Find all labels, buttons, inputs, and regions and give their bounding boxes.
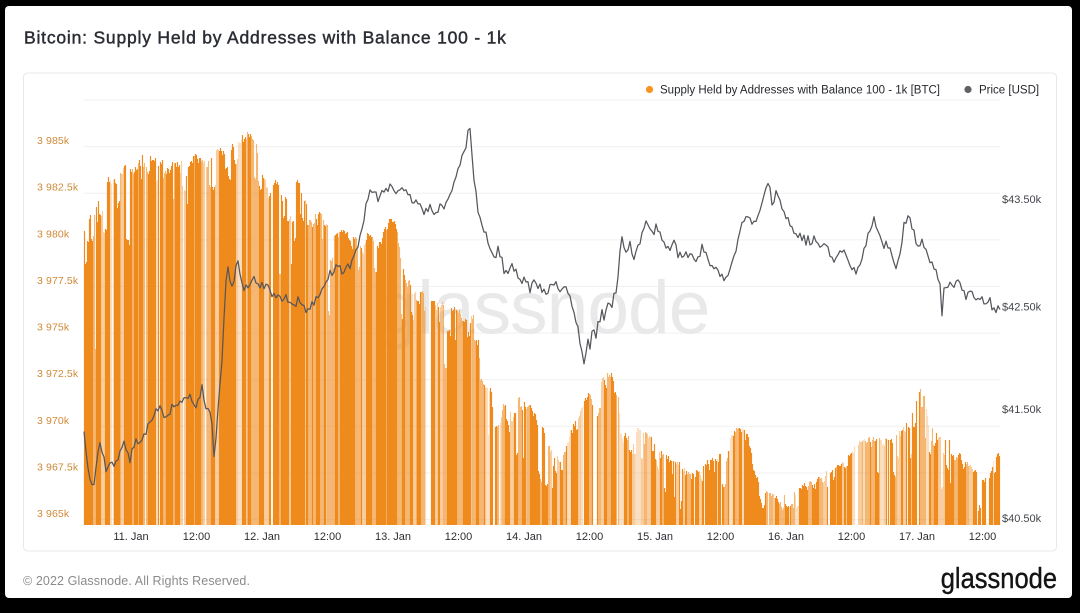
svg-text:12:00: 12:00 [314, 531, 342, 543]
svg-text:17. Jan: 17. Jan [899, 531, 935, 543]
svg-text:3 965k: 3 965k [37, 508, 70, 520]
svg-text:Bitcoin: Supply Held by Addres: Bitcoin: Supply Held by Addresses with B… [24, 28, 507, 48]
svg-text:14. Jan: 14. Jan [506, 531, 542, 543]
svg-text:$43.50k: $43.50k [1002, 194, 1042, 206]
svg-text:13. Jan: 13. Jan [375, 531, 411, 543]
svg-text:3 977.5k: 3 977.5k [37, 275, 79, 287]
svg-text:12:00: 12:00 [445, 531, 473, 543]
svg-text:15. Jan: 15. Jan [637, 531, 673, 543]
svg-text:glassnode: glassnode [941, 561, 1057, 594]
svg-text:3 980k: 3 980k [37, 228, 70, 240]
svg-text:3 967.5k: 3 967.5k [37, 462, 79, 474]
svg-text:© 2022 Glassnode. All Rights R: © 2022 Glassnode. All Rights Reserved. [23, 574, 250, 588]
svg-text:12. Jan: 12. Jan [244, 531, 280, 543]
svg-text:12:00: 12:00 [969, 531, 997, 543]
svg-text:11. Jan: 11. Jan [113, 531, 148, 543]
svg-text:3 985k: 3 985k [37, 135, 70, 147]
svg-text:3 970k: 3 970k [37, 415, 70, 427]
svg-text:3 982.5k: 3 982.5k [37, 182, 79, 194]
svg-text:12:00: 12:00 [183, 531, 211, 543]
svg-text:Supply Held by Addresses with: Supply Held by Addresses with Balance 10… [660, 85, 940, 97]
svg-text:12:00: 12:00 [576, 531, 604, 543]
svg-text:3 972.5k: 3 972.5k [37, 368, 79, 380]
svg-text:glassnode: glassnode [377, 266, 710, 350]
svg-text:Price [USD]: Price [USD] [979, 85, 1039, 97]
svg-text:12:00: 12:00 [838, 531, 866, 543]
svg-text:$42.50k: $42.50k [1002, 301, 1042, 313]
svg-text:$40.50k: $40.50k [1002, 513, 1042, 525]
svg-text:12:00: 12:00 [707, 531, 735, 543]
svg-text:16. Jan: 16. Jan [768, 531, 804, 543]
svg-text:$41.50k: $41.50k [1002, 404, 1042, 416]
svg-text:3 975k: 3 975k [37, 322, 70, 334]
